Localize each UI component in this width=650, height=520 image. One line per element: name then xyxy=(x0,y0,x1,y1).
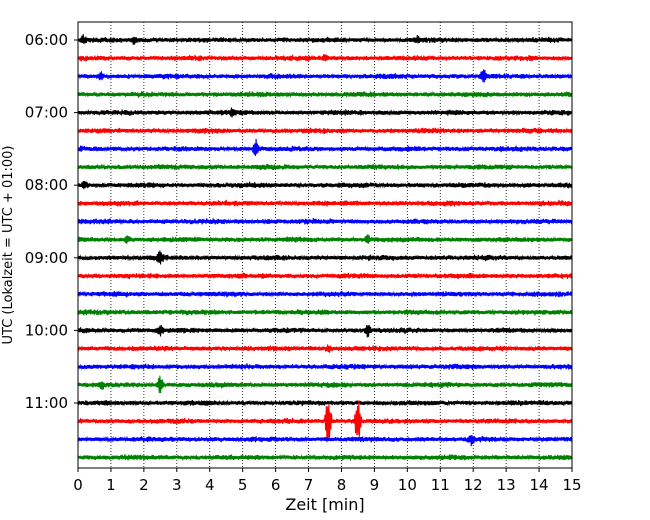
trace-row xyxy=(78,217,572,226)
y-tick-label: 06:00 xyxy=(25,31,68,49)
trace-row xyxy=(78,199,572,207)
x-tick-label: 15 xyxy=(562,476,581,494)
trace-row xyxy=(78,234,572,244)
x-tick-label: 11 xyxy=(431,476,450,494)
y-tick-label: 08:00 xyxy=(25,176,68,194)
x-tick-label: 14 xyxy=(530,476,549,494)
trace-row xyxy=(78,308,572,316)
x-tick-label: 13 xyxy=(497,476,516,494)
seismic-traces xyxy=(78,34,572,462)
trace-row xyxy=(78,107,572,118)
trace-row xyxy=(78,54,572,62)
trace-row xyxy=(78,90,572,99)
trace-row xyxy=(78,272,572,280)
trace-row xyxy=(78,434,572,447)
plot-frame xyxy=(77,21,573,469)
trace-row xyxy=(78,363,572,371)
y-tick-label: 07:00 xyxy=(25,104,68,122)
trace-row xyxy=(78,69,572,83)
x-tick-label: 9 xyxy=(370,476,380,494)
x-tick-label: 2 xyxy=(139,476,149,494)
trace-row xyxy=(78,290,572,298)
trace-row xyxy=(78,250,572,265)
vertical-grid xyxy=(110,22,540,468)
trace-row xyxy=(78,453,572,462)
x-tick-label: 3 xyxy=(172,476,182,494)
trace-row xyxy=(78,375,572,394)
trace-row xyxy=(78,180,572,190)
y-tick-label: 11:00 xyxy=(25,394,68,412)
trace-row xyxy=(78,138,572,156)
trace-row xyxy=(78,399,572,407)
trace-row xyxy=(78,344,572,353)
trace-row xyxy=(78,400,572,443)
x-axis-ticks: 0 1 2 3 4 5 6 7 8 9 10 11 12 13 14 15 xyxy=(73,468,582,494)
plot-area-background xyxy=(78,22,572,468)
x-tick-label: 8 xyxy=(337,476,347,494)
x-axis-label: Zeit [min] xyxy=(285,495,364,514)
trace-row xyxy=(78,127,572,135)
x-tick-label: 10 xyxy=(398,476,417,494)
y-axis-label: UTC (Lokalzeit = UTC + 01:00) xyxy=(1,146,16,345)
trace-row xyxy=(78,163,572,171)
x-tick-label: 5 xyxy=(238,476,248,494)
trace-row xyxy=(78,324,572,338)
x-tick-label: 1 xyxy=(106,476,116,494)
x-tick-label: 7 xyxy=(304,476,314,494)
y-tick-label: 10:00 xyxy=(25,321,68,339)
x-tick-label: 4 xyxy=(205,476,215,494)
y-axis-ticks: 06:00 07:00 08:00 09:00 10:00 11:00 xyxy=(25,31,78,412)
x-tick-label: 12 xyxy=(464,476,483,494)
x-tick-label: 6 xyxy=(271,476,281,494)
trace-row xyxy=(78,34,572,45)
y-tick-label: 09:00 xyxy=(25,249,68,267)
x-tick-label: 0 xyxy=(73,476,83,494)
